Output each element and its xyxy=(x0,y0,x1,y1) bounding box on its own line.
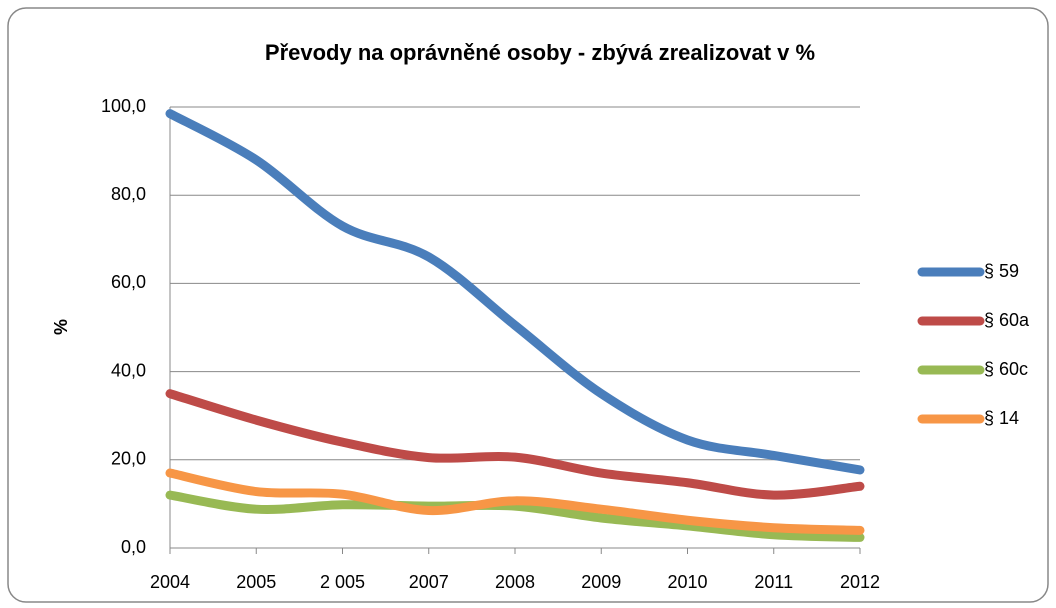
legend-label: § 59 xyxy=(984,261,1019,281)
y-tick-label: 60,0 xyxy=(111,272,146,292)
legend-label: § 14 xyxy=(984,408,1019,428)
x-tick-label: 2012 xyxy=(840,572,880,592)
x-tick-label: 2 005 xyxy=(320,572,365,592)
x-tick-label: 2005 xyxy=(236,572,276,592)
y-axis-label: % xyxy=(51,319,71,335)
y-tick-label: 80,0 xyxy=(111,184,146,204)
series-line xyxy=(165,468,865,535)
series-line xyxy=(165,109,865,475)
x-tick-label: 2011 xyxy=(754,572,793,592)
chart-frame xyxy=(7,7,1049,603)
x-tick-label: 2010 xyxy=(667,572,707,592)
x-tick-label: 2004 xyxy=(150,572,190,592)
x-tick-label: 2009 xyxy=(581,572,621,592)
x-tick-label: 2008 xyxy=(495,572,535,592)
series-line xyxy=(165,490,865,542)
legend-label: § 60a xyxy=(984,310,1030,330)
y-tick-label: 40,0 xyxy=(111,360,146,380)
y-tick-label: 100,0 xyxy=(101,96,146,116)
x-tick-label: 2007 xyxy=(409,572,449,592)
chart-title: Převody na oprávněné osoby - zbývá zreal… xyxy=(265,40,815,65)
series-line xyxy=(165,389,865,500)
legend-label: § 60c xyxy=(984,359,1028,379)
y-tick-label: 0,0 xyxy=(121,537,146,557)
y-tick-label: 20,0 xyxy=(111,449,146,469)
